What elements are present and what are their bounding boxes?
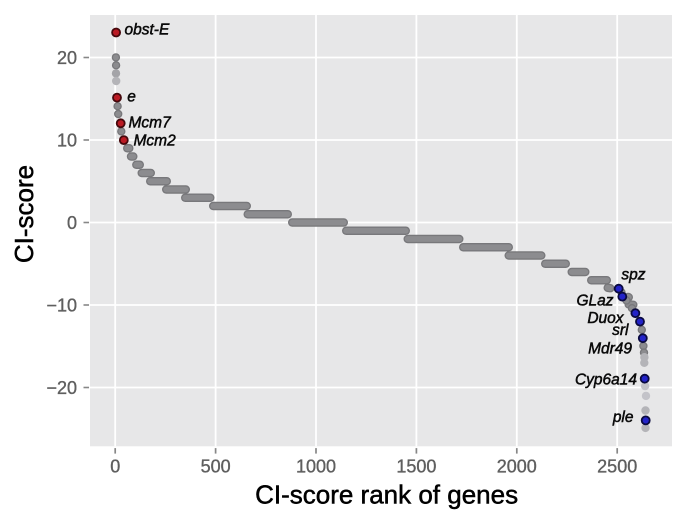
svg-text:spz: spz <box>621 267 645 284</box>
svg-text:e: e <box>127 89 136 106</box>
svg-text:500: 500 <box>201 457 231 477</box>
svg-text:1000: 1000 <box>296 457 336 477</box>
svg-text:Mcm2: Mcm2 <box>134 133 177 150</box>
svg-text:1500: 1500 <box>396 457 436 477</box>
svg-text:Cyp6a14: Cyp6a14 <box>575 371 637 388</box>
svg-text:−10: −10 <box>46 295 77 315</box>
svg-text:Mcm7: Mcm7 <box>129 114 173 131</box>
svg-text:10: 10 <box>57 130 77 150</box>
svg-text:20: 20 <box>57 48 77 68</box>
svg-text:CI-score: CI-score <box>9 165 39 263</box>
svg-text:CI-score rank of genes: CI-score rank of genes <box>255 480 518 510</box>
svg-text:obst-E: obst-E <box>125 22 170 39</box>
svg-text:0: 0 <box>110 457 120 477</box>
svg-text:0: 0 <box>67 213 77 233</box>
svg-text:GLaz: GLaz <box>576 293 613 310</box>
svg-text:2000: 2000 <box>497 457 537 477</box>
svg-text:ple: ple <box>612 409 634 426</box>
svg-text:−20: −20 <box>46 378 77 398</box>
svg-text:Mdr49: Mdr49 <box>588 341 632 358</box>
svg-text:srl: srl <box>612 322 629 339</box>
svg-text:2500: 2500 <box>597 457 637 477</box>
